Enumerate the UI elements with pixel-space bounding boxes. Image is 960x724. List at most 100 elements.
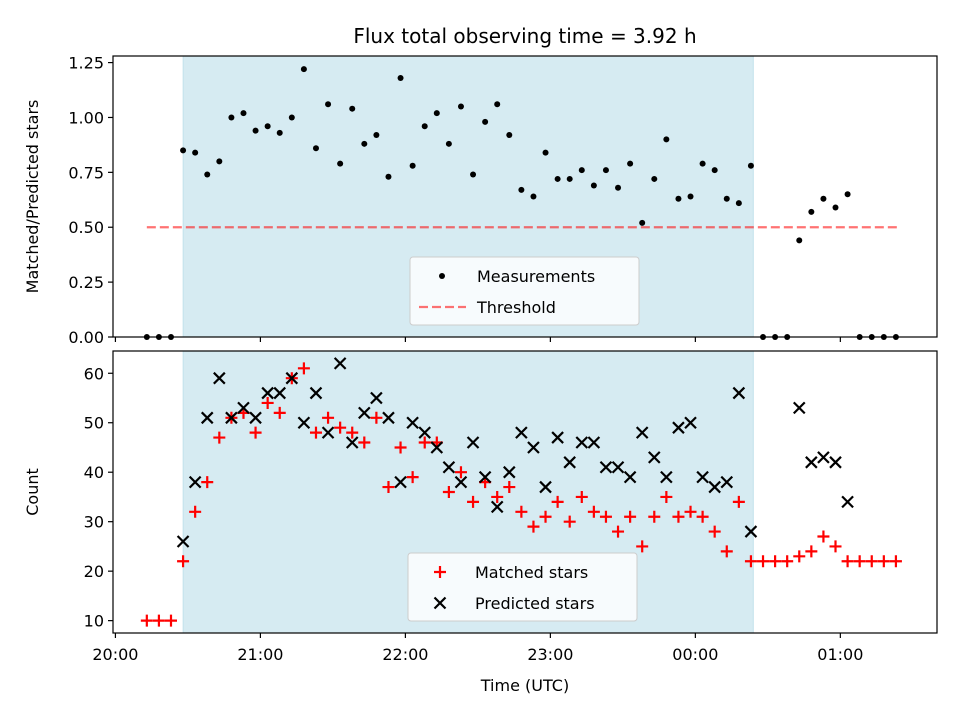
x-tick-label: 22:00 <box>382 645 428 664</box>
data-point <box>696 510 709 523</box>
data-point <box>200 411 214 425</box>
y-axis-label: Matched/Predicted stars <box>23 100 42 294</box>
y-tick-label: 0.75 <box>68 163 104 182</box>
data-point <box>530 193 537 200</box>
data-point <box>216 158 223 165</box>
data-point <box>551 431 564 444</box>
legend-label: Predicted stars <box>475 594 595 613</box>
data-point <box>482 118 489 125</box>
data-point <box>612 525 625 538</box>
axes-frame <box>112 350 938 634</box>
data-point <box>539 510 552 523</box>
legend-marker <box>439 273 445 279</box>
data-point <box>445 140 452 147</box>
data-point <box>382 411 395 425</box>
data-point <box>261 386 274 400</box>
data-point <box>623 470 637 484</box>
data-point <box>285 371 299 385</box>
legend-box <box>409 256 640 326</box>
data-point <box>152 614 165 627</box>
data-point <box>615 184 622 191</box>
y-tick-label: 20 <box>84 562 104 581</box>
data-point <box>370 391 383 405</box>
data-point <box>720 475 734 489</box>
data-point <box>648 451 661 464</box>
series-predicted-stars <box>176 357 854 548</box>
data-point <box>252 127 259 134</box>
data-point <box>808 208 815 215</box>
data-point <box>660 470 673 484</box>
data-point <box>264 123 271 130</box>
legend-marker <box>433 596 447 610</box>
data-point <box>176 535 190 548</box>
data-point <box>225 411 238 425</box>
data-point <box>684 505 697 518</box>
data-point <box>732 386 746 400</box>
data-point <box>433 110 440 117</box>
data-point <box>639 219 646 226</box>
x-axis-label: Time (UTC) <box>480 676 569 695</box>
data-point <box>164 614 177 627</box>
data-point <box>781 555 794 568</box>
data-point <box>421 123 428 130</box>
data-point <box>817 530 830 543</box>
x-tick-label: 20:00 <box>92 645 138 664</box>
data-point <box>213 431 226 444</box>
top-panel: 0.00 0.25 0.50 0.75 1.00 1.25 Matched/Predicte… <box>23 54 938 347</box>
data-point <box>249 426 262 439</box>
data-point <box>478 470 492 484</box>
data-point <box>844 191 851 198</box>
data-point <box>321 426 335 439</box>
data-point <box>611 460 625 474</box>
y-tick-label: 60 <box>84 364 104 383</box>
data-point <box>345 436 359 449</box>
y-tick-label: 30 <box>84 513 104 532</box>
data-point <box>406 471 419 484</box>
legend-label: Measurements <box>477 267 595 286</box>
data-point <box>490 500 504 514</box>
data-point <box>744 555 757 568</box>
legend: Measurements Threshold <box>409 256 640 326</box>
data-point <box>515 505 528 518</box>
data-point <box>865 555 878 568</box>
x-tick-label: 00:00 <box>672 645 718 664</box>
data-point <box>515 426 528 439</box>
data-point <box>829 540 842 553</box>
data-point <box>587 505 600 518</box>
data-point <box>470 171 477 178</box>
data-point <box>409 162 416 169</box>
data-point <box>506 132 513 139</box>
data-point <box>672 421 685 434</box>
data-point <box>590 182 597 189</box>
data-point <box>276 129 283 136</box>
data-point <box>720 545 733 558</box>
legend-box <box>407 552 638 622</box>
data-point <box>240 110 247 117</box>
data-point <box>309 426 322 439</box>
data-point <box>467 495 480 508</box>
data-point <box>180 147 187 154</box>
data-point <box>394 441 407 454</box>
data-point <box>322 411 335 424</box>
data-point <box>805 456 818 469</box>
data-point <box>527 520 540 533</box>
data-point <box>832 204 839 211</box>
data-point <box>418 426 431 439</box>
data-point <box>672 510 685 523</box>
data-point <box>261 396 274 409</box>
data-point <box>792 401 806 415</box>
data-point <box>189 505 202 518</box>
data-point <box>325 101 332 108</box>
data-point <box>769 555 782 568</box>
data-point <box>228 114 235 121</box>
y-tick-label: 0.25 <box>68 273 104 292</box>
data-point <box>373 132 380 139</box>
data-point <box>829 456 842 469</box>
data-point <box>297 362 310 375</box>
data-point <box>300 66 307 73</box>
data-point <box>563 456 576 469</box>
data-point <box>820 195 827 202</box>
data-point <box>675 195 682 202</box>
y-tick-label: 50 <box>84 414 104 433</box>
data-point <box>793 550 806 563</box>
